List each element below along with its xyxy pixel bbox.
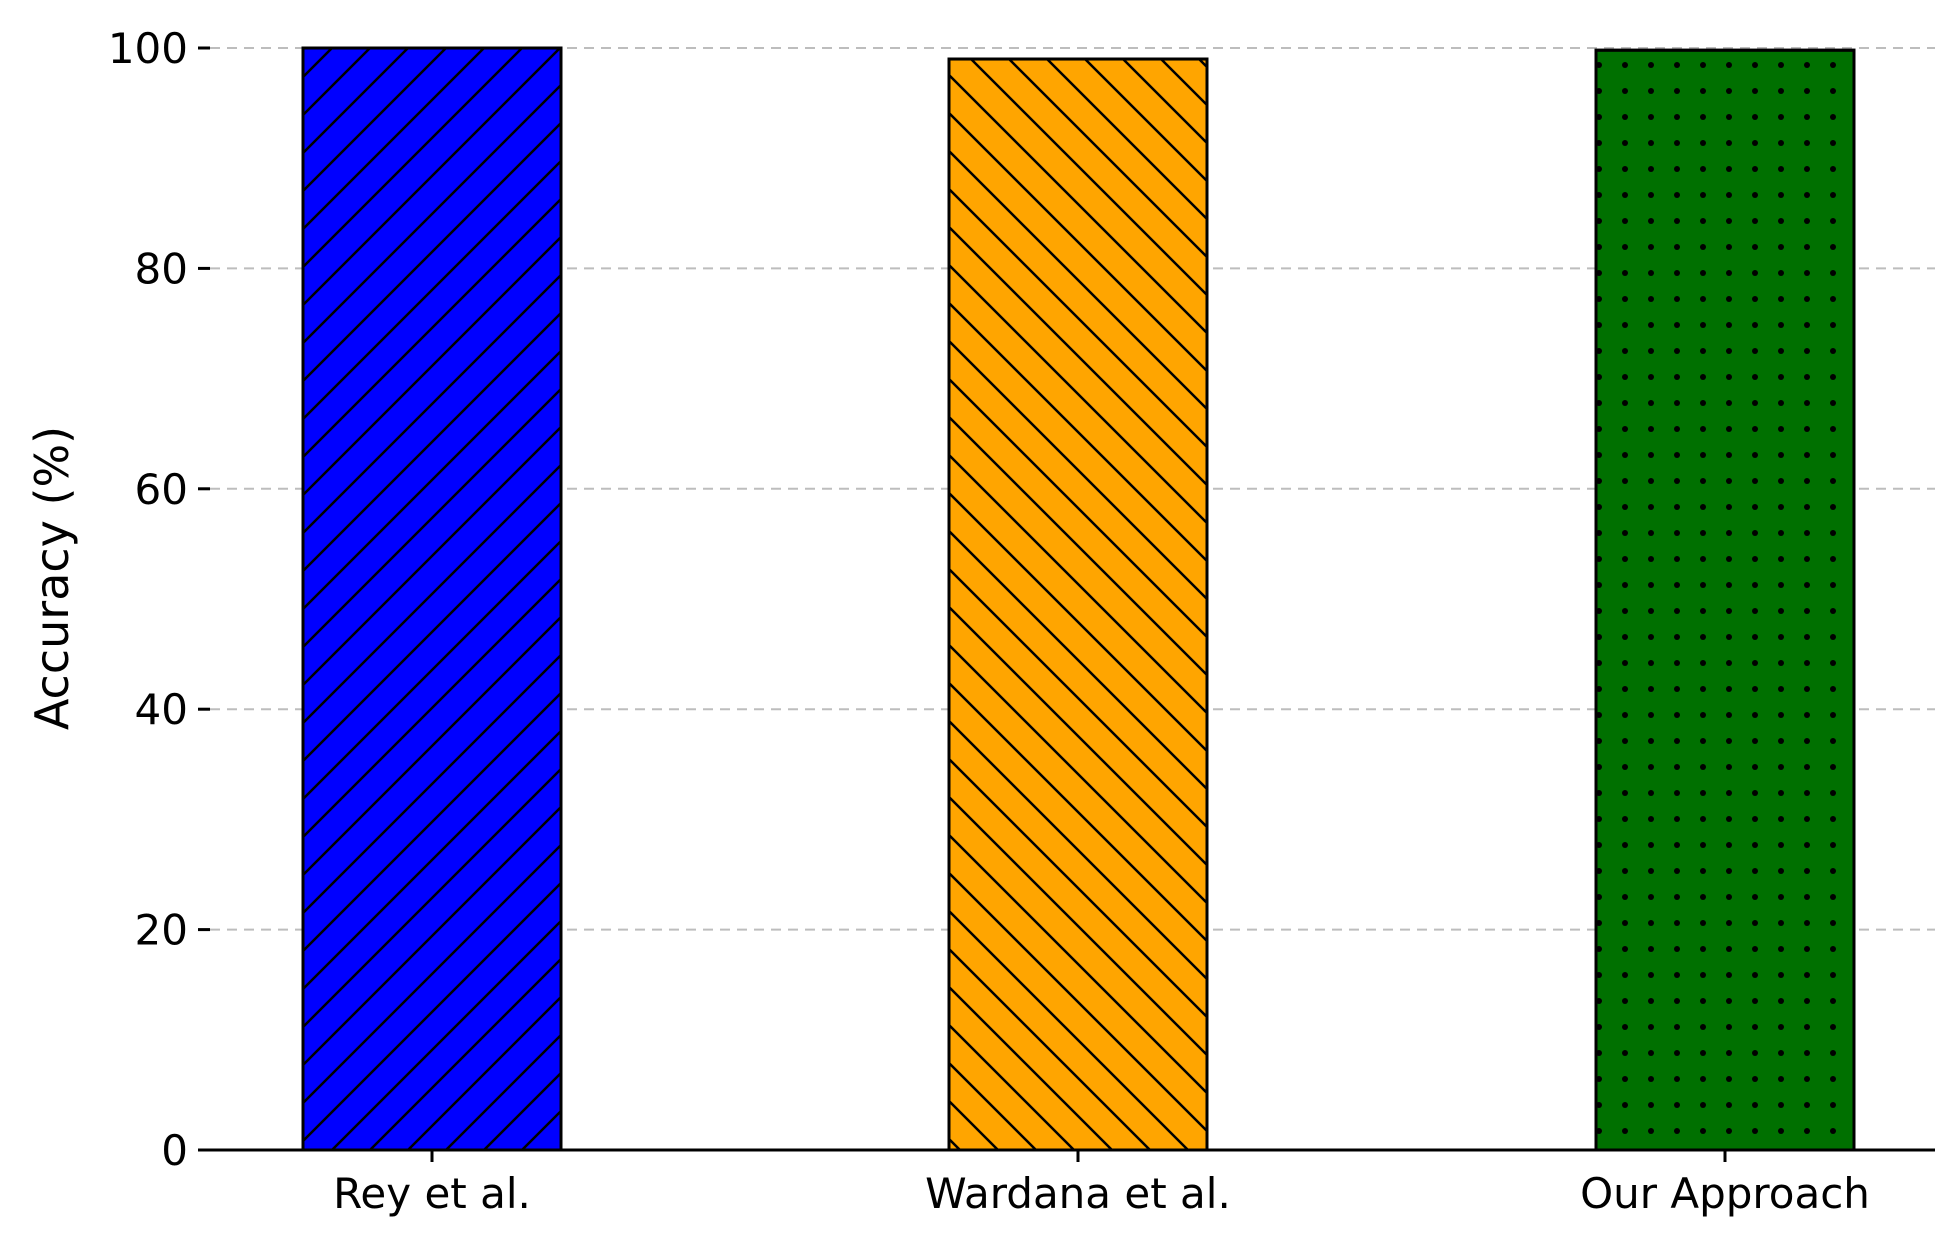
bar-2-pattern xyxy=(949,59,1207,1150)
y-tick-label: 0 xyxy=(161,1126,188,1175)
x-tick-label: Our Approach xyxy=(1580,1169,1870,1218)
bar-1-pattern xyxy=(303,48,561,1150)
y-axis-title: Accuracy (%) xyxy=(25,426,79,730)
bar-3-pattern xyxy=(1596,50,1854,1151)
bars xyxy=(301,46,1856,1152)
y-tick-label: 20 xyxy=(135,906,188,955)
y-tick-label: 100 xyxy=(108,24,188,73)
x-tick-label: Wardana et al. xyxy=(925,1169,1231,1218)
axes: 0 20 40 60 80 100 Rey et al. Wardana et al. Our … xyxy=(108,24,1935,1218)
y-tick-label: 40 xyxy=(135,685,188,734)
y-tick-label: 80 xyxy=(135,244,188,293)
y-tick-label: 60 xyxy=(135,465,188,514)
x-tick-label: Rey et al. xyxy=(333,1169,531,1218)
